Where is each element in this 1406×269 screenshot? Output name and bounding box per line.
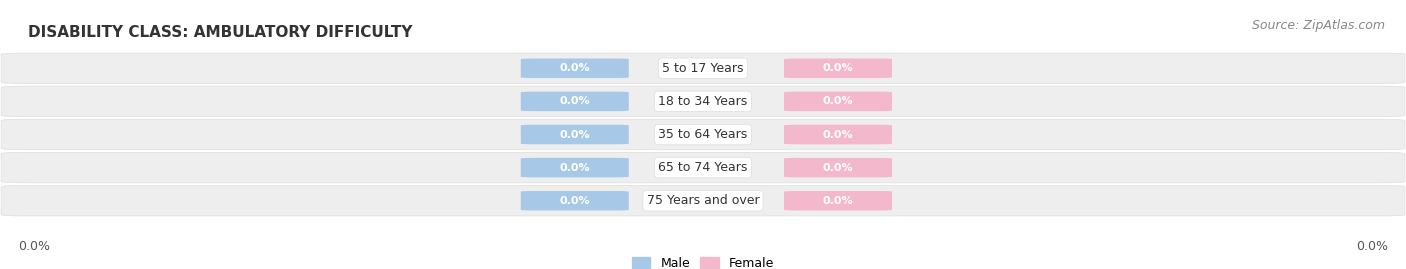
- Text: 0.0%: 0.0%: [823, 162, 853, 173]
- Text: 0.0%: 0.0%: [560, 162, 591, 173]
- Text: 0.0%: 0.0%: [823, 96, 853, 107]
- Text: DISABILITY CLASS: AMBULATORY DIFFICULTY: DISABILITY CLASS: AMBULATORY DIFFICULTY: [28, 25, 412, 40]
- Text: 0.0%: 0.0%: [560, 63, 591, 73]
- Text: 35 to 64 Years: 35 to 64 Years: [658, 128, 748, 141]
- FancyBboxPatch shape: [520, 158, 628, 177]
- FancyBboxPatch shape: [520, 59, 628, 78]
- FancyBboxPatch shape: [785, 125, 891, 144]
- Text: 0.0%: 0.0%: [560, 129, 591, 140]
- Text: 0.0%: 0.0%: [560, 96, 591, 107]
- FancyBboxPatch shape: [520, 92, 628, 111]
- FancyBboxPatch shape: [520, 191, 628, 210]
- Text: 18 to 34 Years: 18 to 34 Years: [658, 95, 748, 108]
- FancyBboxPatch shape: [520, 125, 628, 144]
- Text: 65 to 74 Years: 65 to 74 Years: [658, 161, 748, 174]
- Text: 0.0%: 0.0%: [18, 240, 51, 253]
- FancyBboxPatch shape: [785, 92, 891, 111]
- FancyBboxPatch shape: [1, 119, 1405, 150]
- FancyBboxPatch shape: [1, 152, 1405, 183]
- Text: 0.0%: 0.0%: [823, 129, 853, 140]
- Legend: Male, Female: Male, Female: [627, 252, 779, 269]
- FancyBboxPatch shape: [1, 186, 1405, 216]
- FancyBboxPatch shape: [1, 53, 1405, 83]
- Text: 75 Years and over: 75 Years and over: [647, 194, 759, 207]
- Text: 5 to 17 Years: 5 to 17 Years: [662, 62, 744, 75]
- Text: 0.0%: 0.0%: [560, 196, 591, 206]
- FancyBboxPatch shape: [785, 158, 891, 177]
- Text: 0.0%: 0.0%: [1355, 240, 1388, 253]
- FancyBboxPatch shape: [785, 191, 891, 210]
- Text: 0.0%: 0.0%: [823, 196, 853, 206]
- Text: Source: ZipAtlas.com: Source: ZipAtlas.com: [1251, 19, 1385, 32]
- FancyBboxPatch shape: [785, 59, 891, 78]
- Text: 0.0%: 0.0%: [823, 63, 853, 73]
- FancyBboxPatch shape: [1, 86, 1405, 117]
